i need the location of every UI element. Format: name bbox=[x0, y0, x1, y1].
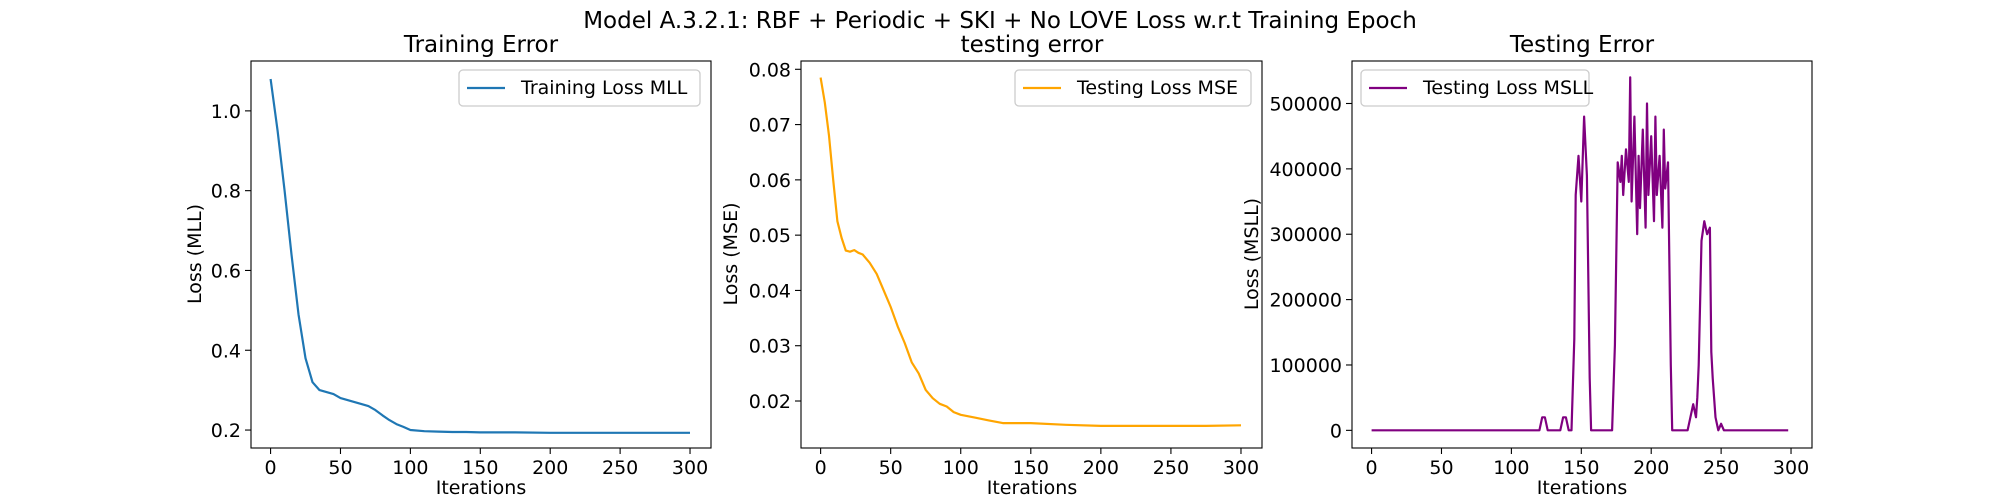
y-tick-label: 0.2 bbox=[211, 420, 241, 442]
legend: Training Loss MLL bbox=[458, 69, 701, 107]
x-tick-label: 150 bbox=[1563, 457, 1599, 479]
legend-box bbox=[1360, 69, 1590, 107]
x-tick-label: 0 bbox=[1366, 457, 1378, 479]
x-tick-label: 250 bbox=[1153, 457, 1189, 479]
legend: Testing Loss MSLL bbox=[1360, 69, 1594, 107]
y-tick-label: 0.04 bbox=[749, 280, 791, 302]
x-tick-label: 300 bbox=[672, 457, 708, 479]
plot-area: 0 50 100 150 200 250 300 0 100000 200000 300000 400… bbox=[1269, 60, 1813, 479]
x-axis-label: Iterations bbox=[987, 477, 1078, 499]
plot-area: 0 50 100 150 200 250 300 0.2 0.4 0.6 0.8 1.0 bbox=[211, 60, 712, 479]
y-tick-label: 0.6 bbox=[211, 260, 241, 282]
x-tick-label: 150 bbox=[462, 457, 498, 479]
series-line bbox=[1371, 76, 1789, 432]
x-tick-label: 150 bbox=[1013, 457, 1049, 479]
x-tick-label: 200 bbox=[1083, 457, 1119, 479]
panel-title: Testing Error bbox=[1509, 32, 1655, 58]
panel-title: Training Error bbox=[403, 32, 559, 58]
x-tick-label: 100 bbox=[1493, 457, 1529, 479]
axes-frame bbox=[250, 60, 712, 449]
x-tick-label: 50 bbox=[1429, 457, 1453, 479]
y-tick-label: 0.08 bbox=[749, 59, 791, 81]
x-axis-label: Iterations bbox=[436, 477, 527, 499]
x-tick-label: 300 bbox=[1223, 457, 1259, 479]
y-tick-label: 300000 bbox=[1269, 224, 1342, 246]
y-axis-label: Loss (MSE) bbox=[720, 203, 742, 306]
y-tick-label: 500000 bbox=[1269, 93, 1342, 115]
x-tick-label: 250 bbox=[1703, 457, 1739, 479]
x-tick-label: 250 bbox=[602, 457, 638, 479]
legend-box bbox=[458, 69, 701, 107]
legend: Testing Loss MSE bbox=[1014, 69, 1252, 107]
y-axis-label: Loss (MSLL) bbox=[1241, 198, 1263, 310]
axes-frame bbox=[1351, 60, 1813, 449]
panel-training-error: Training Error 0 50 100 150 200 250 3000.20.40… bbox=[184, 32, 712, 499]
figure-suptitle: Model A.3.2.1: RBF + Periodic + SKI + No… bbox=[583, 8, 1417, 34]
y-tick-label: 0.02 bbox=[749, 391, 791, 413]
legend-label: Training Loss MLL bbox=[520, 77, 688, 99]
panel-testing-error-mse: testing error 0 50 100 150 200 250 300 0.02 0.03… bbox=[720, 32, 1263, 499]
series-line bbox=[819, 77, 1242, 427]
x-tick-label: 200 bbox=[1633, 457, 1669, 479]
series-line bbox=[269, 78, 690, 434]
y-axis-label: Loss (MLL) bbox=[184, 204, 206, 304]
x-axis-label: Iterations bbox=[1537, 477, 1628, 499]
y-tick-label: 0.8 bbox=[211, 181, 241, 203]
x-tick-label: 0 bbox=[815, 457, 827, 479]
y-tick-label: 0.07 bbox=[749, 115, 791, 137]
x-tick-label: 200 bbox=[532, 457, 568, 479]
x-tick-label: 300 bbox=[1773, 457, 1809, 479]
y-tick-label: 1.0 bbox=[211, 101, 241, 123]
y-tick-label: 400000 bbox=[1269, 159, 1342, 181]
x-tick-label: 50 bbox=[879, 457, 903, 479]
y-tick-label: 0 bbox=[1330, 420, 1342, 442]
panel-title: testing error bbox=[961, 32, 1104, 58]
axes-frame bbox=[800, 60, 1263, 449]
y-tick-label: 0.06 bbox=[749, 170, 791, 192]
y-tick-label: 100000 bbox=[1269, 355, 1342, 377]
plot-area: 0 50 100 150 200 250 300 0.02 0.03 0.04 0.05 0.06 0.… bbox=[749, 59, 1263, 479]
y-tick-label: 0.4 bbox=[211, 340, 241, 362]
panel-testing-error-msll: Testing Error 0 50 100 150 200 250 300 0 100000 2… bbox=[1241, 32, 1813, 499]
y-tick-label: 0.05 bbox=[749, 225, 791, 247]
x-tick-label: 100 bbox=[392, 457, 428, 479]
x-tick-label: 50 bbox=[328, 457, 352, 479]
legend-box bbox=[1014, 69, 1252, 107]
x-tick-label: 100 bbox=[943, 457, 979, 479]
legend-label: Testing Loss MSE bbox=[1076, 77, 1238, 99]
y-tick-label: 200000 bbox=[1269, 290, 1342, 312]
legend-label: Testing Loss MSLL bbox=[1422, 77, 1594, 99]
y-tick-label: 0.03 bbox=[749, 336, 791, 358]
x-tick-label: 0 bbox=[265, 457, 277, 479]
